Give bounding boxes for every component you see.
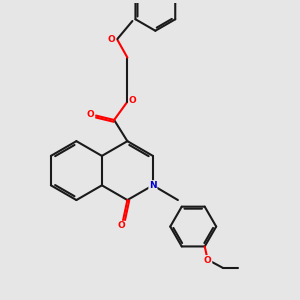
Text: O: O — [118, 221, 125, 230]
Text: O: O — [204, 256, 212, 265]
Text: O: O — [108, 35, 116, 44]
Text: O: O — [87, 110, 94, 118]
Text: O: O — [129, 96, 136, 105]
Text: N: N — [149, 181, 157, 190]
